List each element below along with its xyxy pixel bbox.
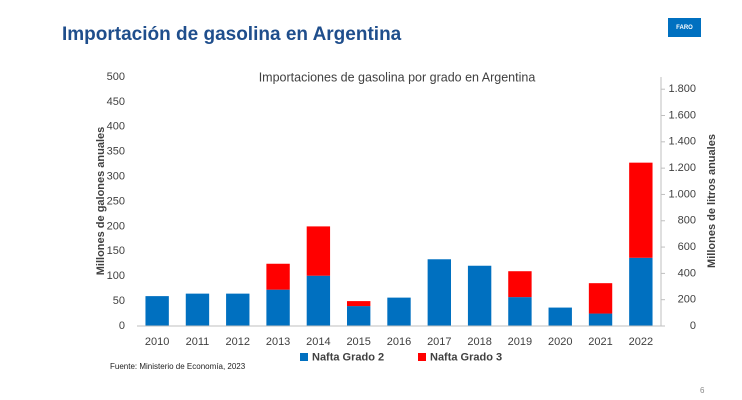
- slide-title: Importación de gasolina en Argentina: [62, 24, 402, 45]
- x-tick-label: 2011: [186, 336, 210, 348]
- y-tick-label: 200: [107, 220, 125, 232]
- bar: [508, 271, 532, 298]
- x-tick-label: 2013: [266, 336, 290, 348]
- legend-swatch: [418, 353, 426, 361]
- x-tick-label: 2017: [427, 336, 451, 348]
- x-tick-label: 2018: [467, 336, 491, 348]
- chart-title: Importaciones de gasolina por grado en A…: [259, 70, 536, 84]
- y2-axis-label: Millones de litros anuales: [706, 134, 718, 268]
- source: Fuente: Ministerio de Economía, 2023: [110, 362, 246, 371]
- x-tick-label: 2020: [548, 336, 572, 348]
- y2-tick-label: 200: [678, 294, 696, 306]
- y-tick-label: 100: [107, 270, 125, 282]
- bar: [508, 297, 532, 326]
- bar: [347, 306, 371, 326]
- y-tick-label: 350: [107, 146, 125, 158]
- bar: [266, 289, 290, 326]
- bar: [266, 263, 290, 290]
- x-tick-label: 2015: [346, 336, 370, 348]
- y-axis-label: Millones de galones anuales: [95, 127, 107, 276]
- x-tick-label: 2022: [629, 336, 653, 348]
- y2-tick-label: 600: [678, 241, 696, 253]
- x-tick-label: 2016: [387, 336, 411, 348]
- bar: [306, 275, 331, 326]
- y-tick-label: 400: [107, 121, 125, 133]
- bar: [467, 265, 492, 326]
- bar: [588, 313, 613, 326]
- y-tick-label: 300: [107, 171, 125, 183]
- y2-tick-label: 1.200: [668, 162, 696, 174]
- legend-label: Nafta Grado 3: [430, 351, 502, 363]
- y2-tick-label: 400: [678, 267, 696, 279]
- y2-tick-label: 1.000: [668, 188, 696, 200]
- x-tick-label: 2019: [508, 336, 532, 348]
- bar: [548, 307, 572, 326]
- y2-tick-label: 1.600: [668, 109, 696, 121]
- logo-box: [668, 18, 701, 37]
- y-tick-label: 0: [119, 320, 125, 332]
- bar: [185, 293, 210, 326]
- bar: [629, 162, 653, 258]
- legend-swatch: [300, 353, 308, 361]
- bar: [145, 296, 169, 326]
- y2-tick-label: 1.800: [668, 83, 696, 95]
- bar: [306, 226, 331, 276]
- x-tick-label: 2021: [588, 336, 612, 348]
- bar: [427, 259, 451, 326]
- legend-label: Nafta Grado 2: [312, 351, 384, 363]
- y-tick-label: 50: [113, 295, 125, 307]
- y-tick-label: 450: [107, 96, 125, 108]
- y2-tick-label: 1.400: [668, 136, 696, 148]
- bar: [387, 297, 411, 326]
- y-tick-label: 250: [107, 195, 125, 207]
- x-tick-label: 2012: [226, 336, 250, 348]
- page-number: 6: [700, 386, 705, 395]
- y-tick-label: 500: [107, 71, 125, 83]
- y-tick-label: 150: [107, 245, 125, 257]
- y2-tick-label: 800: [678, 215, 696, 227]
- bar: [588, 283, 613, 314]
- logo: FARO: [676, 25, 693, 31]
- bar: [347, 301, 371, 307]
- x-tick-label: 2014: [306, 336, 330, 348]
- bar: [226, 293, 250, 326]
- y2-tick-label: 0: [690, 320, 696, 332]
- bar: [629, 257, 653, 326]
- x-tick-label: 2010: [145, 336, 169, 348]
